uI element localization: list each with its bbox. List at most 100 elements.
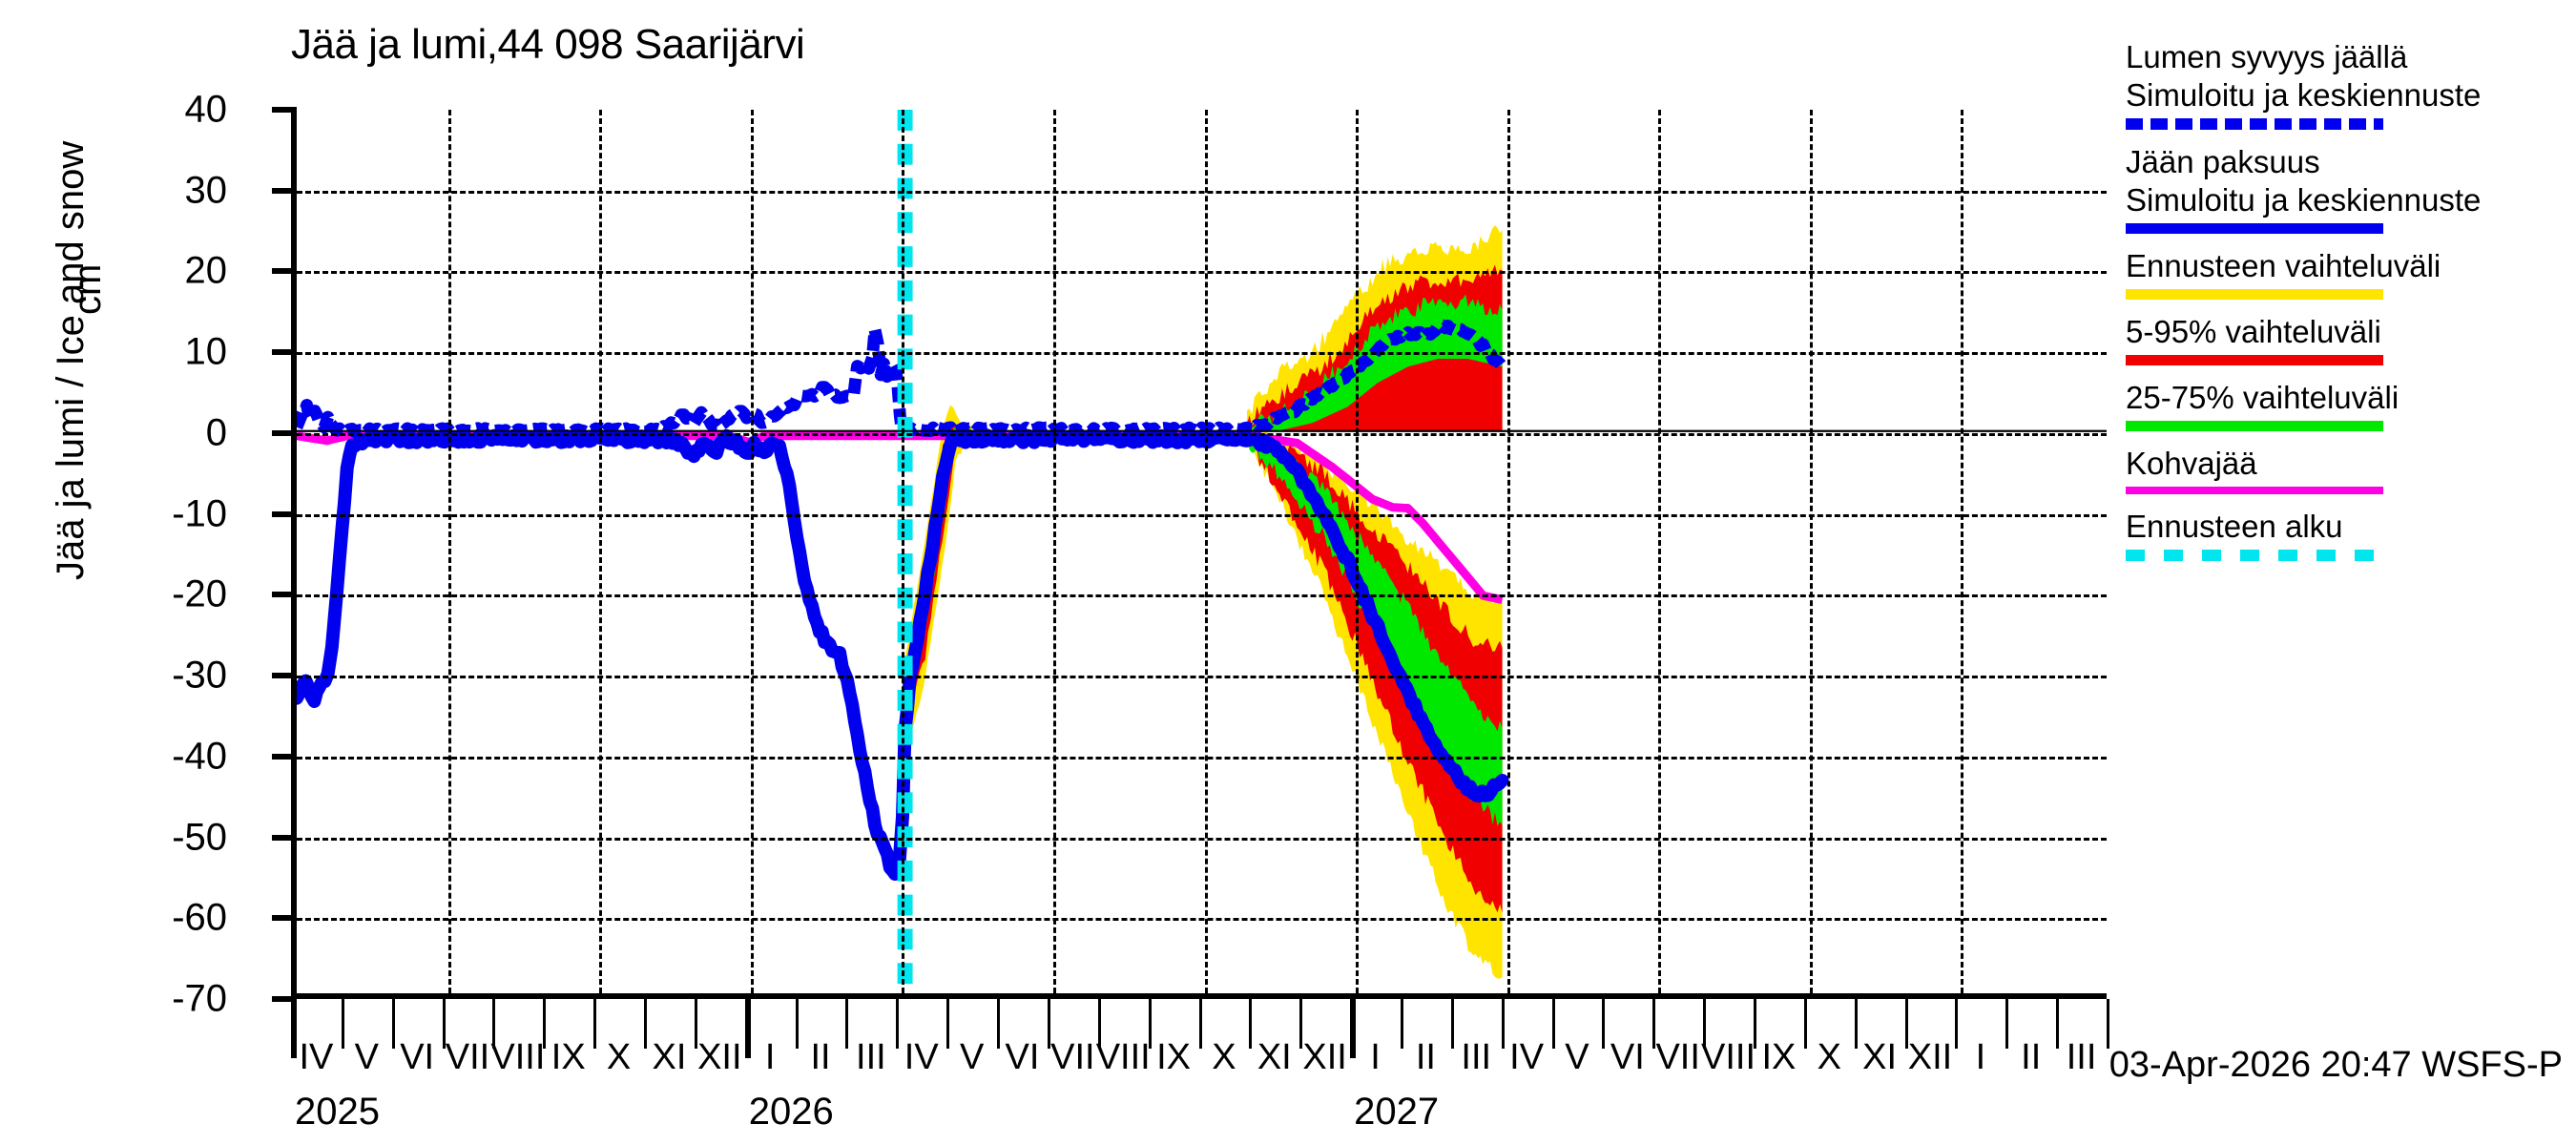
x-axis-tick-mark <box>644 999 648 1049</box>
x-axis-tick-mark <box>845 999 849 1049</box>
x-axis-tick-mark <box>1148 999 1152 1049</box>
legend-item-title: Jään paksuus <box>2126 144 2320 179</box>
x-axis-tick-mark <box>1350 999 1357 1058</box>
x-axis-tick-mark <box>1501 999 1505 1049</box>
x-axis-tick-label: II <box>2021 1037 2042 1077</box>
legend-item: Jään paksuus Simuloitu ja keskiennuste <box>2126 143 2574 234</box>
x-axis-year-label: 2025 <box>295 1091 380 1133</box>
x-axis-tick-mark <box>1249 999 1253 1049</box>
y-axis-tick-label: 40 <box>184 88 228 131</box>
x-axis-tick-label: XI <box>652 1037 687 1077</box>
footer-timestamp: 03-Apr-2026 20:47 WSFS-P <box>2109 1045 2563 1085</box>
legend-item-title: Ennusteen alku <box>2126 509 2343 544</box>
x-axis-tick-mark <box>946 999 950 1049</box>
x-axis-tick-label: X <box>606 1037 632 1077</box>
forecast-band-spring-yellow <box>904 405 973 754</box>
vertical-gridline <box>750 110 754 993</box>
vertical-gridline <box>1204 110 1208 993</box>
x-axis-tick-label: III <box>856 1037 886 1077</box>
x-axis-tick-label: V <box>354 1037 379 1077</box>
legend-item-title: Ennusteen vaihteluväli <box>2126 248 2441 283</box>
x-axis-tick-label: X <box>1817 1037 1841 1077</box>
y-axis-tick-label: -70 <box>172 977 227 1020</box>
x-axis-tick-label: II <box>810 1037 831 1077</box>
x-axis-tick-label: X <box>1212 1037 1236 1077</box>
x-axis-tick-label: XI <box>1862 1037 1898 1077</box>
x-axis-tick-mark <box>1097 999 1101 1049</box>
legend-swatch-solid-blue <box>2126 223 2383 234</box>
y-axis-tick-mark <box>272 996 297 1002</box>
x-axis-tick-mark <box>1551 999 1555 1049</box>
y-axis-tick-mark <box>272 107 297 113</box>
x-axis-tick-mark <box>1753 999 1756 1049</box>
vertical-gridline <box>1961 110 1964 993</box>
horizontal-gridline <box>297 432 2107 436</box>
plot-area <box>291 110 2107 999</box>
x-axis-tick-label: I <box>764 1037 776 1077</box>
vertical-gridline <box>447 110 451 993</box>
x-axis-tick-mark <box>492 999 496 1049</box>
x-axis-tick-mark <box>291 999 297 1058</box>
y-axis-tick-mark <box>272 187 297 194</box>
y-axis-tick-mark <box>272 349 297 356</box>
legend-swatch-dashed-cyan <box>2126 550 2383 561</box>
x-axis-tick-mark <box>1955 999 1959 1049</box>
vertical-gridline <box>1658 110 1662 993</box>
legend-swatch-solid-magenta <box>2126 487 2383 494</box>
legend-item-subtitle: Simuloitu ja keskiennuste <box>2126 182 2482 218</box>
x-axis-tick-mark <box>694 999 697 1049</box>
x-axis-tick-label: VI <box>400 1037 435 1077</box>
legend-item-title: Kohvajää <box>2126 446 2257 481</box>
x-axis-tick-mark <box>1602 999 1606 1049</box>
x-axis-tick-label: VII <box>445 1037 490 1077</box>
x-axis-year-label: 2027 <box>1354 1091 1440 1133</box>
vertical-gridline <box>1506 110 1510 993</box>
horizontal-gridline <box>297 676 2107 679</box>
vertical-gridline <box>1809 110 1813 993</box>
y-axis-tick-label: 10 <box>184 330 228 373</box>
x-axis-tick-label: IX <box>551 1037 586 1077</box>
x-axis-tick-mark <box>1803 999 1807 1049</box>
forecast-band-spring-red <box>904 424 973 732</box>
x-axis-tick-label: V <box>959 1037 985 1077</box>
x-axis-tick-label: IV <box>299 1037 334 1077</box>
y-axis-tick-mark <box>272 429 297 436</box>
x-axis-tick-mark <box>442 999 446 1049</box>
legend-swatch-solid-yellow <box>2126 289 2383 300</box>
x-axis-tick-label: XI <box>1257 1037 1292 1077</box>
legend-item: Kohvajää <box>2126 445 2574 494</box>
x-axis-tick-mark <box>543 999 547 1049</box>
legend-item: Lumen syvyys jäällä Simuloitu ja keskienn… <box>2126 38 2574 130</box>
x-axis-tick-mark <box>1652 999 1656 1049</box>
x-axis-tick-label: XII <box>1907 1037 1953 1077</box>
x-axis-tick-label: VII <box>1655 1037 1700 1077</box>
y-axis-tick-label: 0 <box>205 411 227 454</box>
x-axis-tick-label: XII <box>1302 1037 1347 1077</box>
x-axis-tick-label: VIII <box>1701 1037 1756 1077</box>
legend-item-subtitle: Simuloitu ja keskiennuste <box>2126 77 2482 113</box>
x-axis: IV V VI VII VIII IX X XI XII I II III IV V VI VII VIII IX… <box>291 999 2109 1142</box>
x-axis-tick-label: VIII <box>1095 1037 1151 1077</box>
vertical-gridline <box>902 110 905 993</box>
x-axis-tick-mark <box>1703 999 1707 1049</box>
y-axis-tick-label: -10 <box>172 492 227 535</box>
legend-item: Ennusteen alku <box>2126 508 2574 561</box>
x-axis-tick-mark <box>1450 999 1454 1049</box>
x-axis-tick-label: IV <box>904 1037 939 1077</box>
x-axis-tick-label: II <box>1415 1037 1436 1077</box>
x-axis-tick-mark <box>1047 999 1050 1049</box>
legend-item-title: 5-95% vaihteluväli <box>2126 314 2381 349</box>
chart-legend: Lumen syvyys jäällä Simuloitu ja keskienn… <box>2126 38 2574 574</box>
x-axis-tick-label: XII <box>697 1037 742 1077</box>
x-axis-tick-label: IX <box>1761 1037 1797 1077</box>
y-axis-tick-mark <box>272 268 297 275</box>
x-axis-tick-mark <box>2056 999 2060 1049</box>
y-axis-tick-mark <box>272 673 297 679</box>
x-axis-tick-mark <box>744 999 751 1058</box>
y-axis-tick-label: -40 <box>172 735 227 778</box>
x-axis-tick-mark <box>997 999 1001 1049</box>
x-axis-year-label: 2026 <box>748 1091 834 1133</box>
y-axis-tick-mark <box>272 915 297 922</box>
x-axis-tick-mark <box>2107 999 2109 1049</box>
x-axis-tick-mark <box>1854 999 1858 1049</box>
